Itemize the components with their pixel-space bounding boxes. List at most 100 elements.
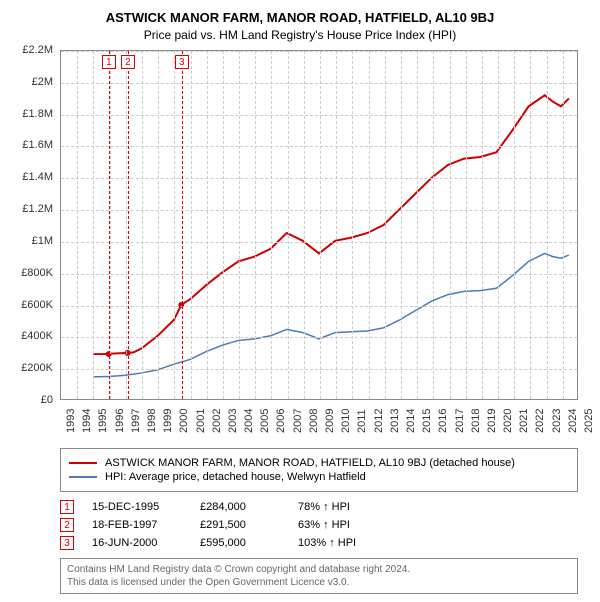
y-tick-label: £1.8M: [22, 108, 53, 120]
sale-event-price: £595,000: [200, 537, 280, 549]
gridline-v: [498, 51, 499, 399]
x-tick-label: 2011: [356, 409, 368, 433]
x-tick-label: 2020: [502, 409, 514, 433]
chart-footer: Contains HM Land Registry data © Crown c…: [60, 558, 578, 594]
legend-swatch: [69, 476, 97, 478]
sale-marker-badge: 3: [175, 55, 189, 69]
legend-label: HPI: Average price, detached house, Welw…: [105, 471, 366, 483]
x-tick-label: 2022: [534, 409, 546, 433]
x-tick-label: 2009: [324, 409, 336, 433]
chart-subtitle: Price paid vs. HM Land Registry's House …: [12, 28, 588, 42]
gridline-v: [530, 51, 531, 399]
gridline-v: [417, 51, 418, 399]
chart-lines-svg: [61, 51, 577, 399]
sale-marker-badge: 2: [121, 55, 135, 69]
x-tick-label: 2006: [275, 409, 287, 433]
gridline-h: [61, 274, 577, 275]
gridline-v: [207, 51, 208, 399]
x-tick-label: 2003: [227, 409, 239, 433]
chart-plot-area: £0£200K£400K£600K£800K£1M£1.2M£1.4M£1.6M…: [60, 50, 578, 400]
sale-event-badge: 2: [60, 518, 74, 532]
x-tick-label: 2025: [583, 409, 595, 433]
x-tick-label: 1998: [146, 409, 158, 433]
footer-line-2: This data is licensed under the Open Gov…: [67, 576, 571, 589]
sale-events-list: 115-DEC-1995£284,00078% ↑ HPI218-FEB-199…: [60, 500, 578, 550]
y-tick-label: £1M: [32, 235, 53, 247]
sale-event-delta: 63% ↑ HPI: [298, 519, 350, 531]
gridline-v: [482, 51, 483, 399]
gridline-v: [255, 51, 256, 399]
x-tick-label: 2023: [551, 409, 563, 433]
y-tick-label: £600K: [21, 299, 53, 311]
legend-swatch: [69, 462, 97, 464]
gridline-v: [142, 51, 143, 399]
y-tick-label: £0: [41, 394, 53, 406]
x-tick-label: 2002: [211, 409, 223, 433]
x-axis-labels: 1993199419951996199719981999200020012002…: [61, 401, 577, 437]
sale-event-badge: 1: [60, 500, 74, 514]
chart-legend: ASTWICK MANOR FARM, MANOR ROAD, HATFIELD…: [60, 448, 578, 492]
y-tick-label: £1.2M: [22, 203, 53, 215]
sale-event-row: 218-FEB-1997£291,50063% ↑ HPI: [60, 518, 578, 532]
gridline-h: [61, 146, 577, 147]
sale-marker-line: [182, 51, 183, 399]
x-tick-label: 1996: [114, 409, 126, 433]
gridline-v: [547, 51, 548, 399]
sale-event-delta: 78% ↑ HPI: [298, 501, 350, 513]
gridline-h: [61, 369, 577, 370]
gridline-v: [93, 51, 94, 399]
y-tick-label: £1.4M: [22, 171, 53, 183]
gridline-v: [450, 51, 451, 399]
x-tick-label: 1993: [65, 409, 77, 433]
sale-event-row: 1 15-DEC-1995 £284,000 78% ↑ HPI: [60, 500, 578, 514]
y-tick-label: £200K: [21, 362, 53, 374]
x-tick-label: 2015: [421, 409, 433, 433]
footer-line-1: Contains HM Land Registry data © Crown c…: [67, 563, 571, 576]
gridline-h: [61, 51, 577, 52]
sale-event-price: £291,500: [200, 519, 280, 531]
x-tick-label: 2016: [437, 409, 449, 433]
x-tick-label: 1994: [81, 409, 93, 433]
sale-event-badge: 3: [60, 536, 74, 550]
gridline-h: [61, 178, 577, 179]
y-tick-label: £2M: [32, 76, 53, 88]
legend-row: ASTWICK MANOR FARM, MANOR ROAD, HATFIELD…: [69, 457, 569, 469]
x-tick-label: 2004: [243, 409, 255, 433]
x-tick-label: 2000: [178, 409, 190, 433]
gridline-v: [369, 51, 370, 399]
gridline-v: [126, 51, 127, 399]
sale-event-price: £284,000: [200, 501, 280, 513]
x-tick-label: 2005: [259, 409, 271, 433]
y-tick-label: £1.6M: [22, 139, 53, 151]
gridline-h: [61, 242, 577, 243]
gridline-v: [352, 51, 353, 399]
sale-event-row: 316-JUN-2000£595,000103% ↑ HPI: [60, 536, 578, 550]
x-tick-label: 2008: [308, 409, 320, 433]
x-tick-label: 2010: [340, 409, 352, 433]
y-tick-label: £400K: [21, 330, 53, 342]
x-tick-label: 1997: [130, 409, 142, 433]
gridline-v: [563, 51, 564, 399]
sale-marker-line: [128, 51, 129, 399]
gridline-v: [514, 51, 515, 399]
y-tick-label: £800K: [21, 267, 53, 279]
gridline-v: [433, 51, 434, 399]
gridline-h: [61, 337, 577, 338]
chart-container: ASTWICK MANOR FARM, MANOR ROAD, HATFIELD…: [0, 0, 600, 602]
sale-marker-line: [109, 51, 110, 399]
gridline-v: [158, 51, 159, 399]
gridline-v: [336, 51, 337, 399]
gridline-v: [320, 51, 321, 399]
x-tick-label: 2019: [486, 409, 498, 433]
x-tick-label: 2024: [567, 409, 579, 433]
y-axis-labels: £0 £200K £400K £600K £800K £1M £1.2M £1.4M £1.6M…: [13, 44, 57, 408]
gridline-v: [304, 51, 305, 399]
x-tick-label: 2013: [389, 409, 401, 433]
sale-event-date: 15-DEC-1995: [92, 501, 182, 513]
gridline-v: [385, 51, 386, 399]
gridline-v: [223, 51, 224, 399]
x-tick-label: 2012: [373, 409, 385, 433]
x-tick-label: 1995: [97, 409, 109, 433]
gridline-v: [239, 51, 240, 399]
x-tick-label: 2021: [518, 409, 530, 433]
